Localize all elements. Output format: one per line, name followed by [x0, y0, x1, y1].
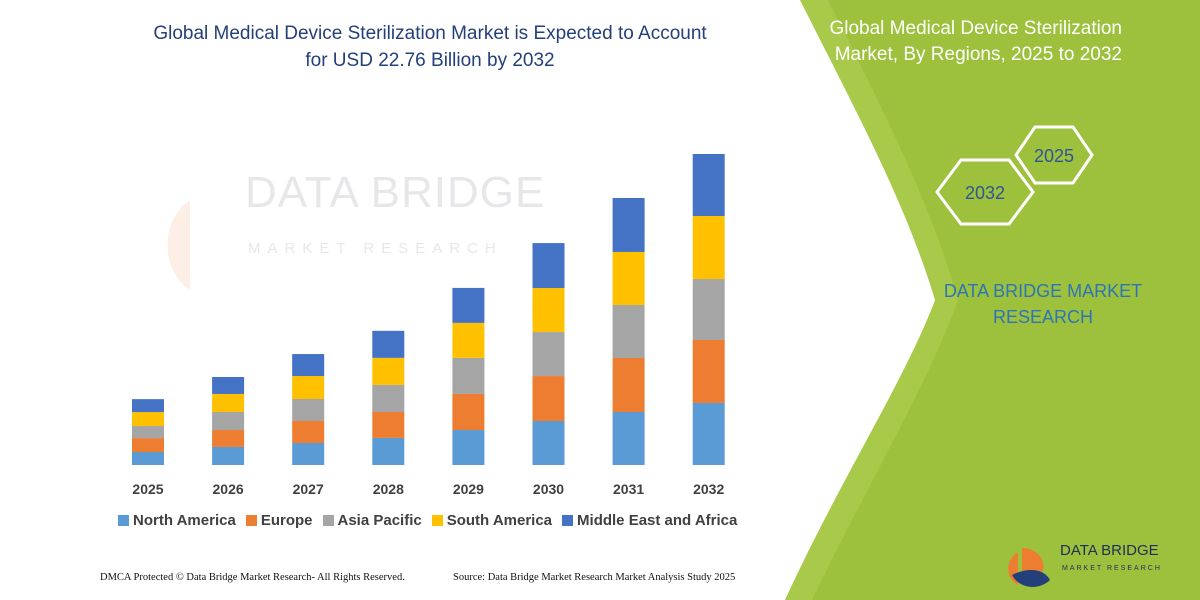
bar-segment [132, 426, 164, 439]
bar-segment [372, 357, 405, 385]
bar-segment [452, 393, 485, 431]
legend-label: Middle East and Africa [577, 512, 738, 529]
bar-segment [612, 197, 645, 252]
bar-segment [212, 411, 245, 431]
bar-segment [532, 288, 565, 333]
bar-segment [452, 322, 485, 358]
legend-label: Europe [260, 512, 313, 529]
bar-segment [372, 437, 405, 465]
bar-segment [292, 376, 325, 400]
watermark: MARKET RESEARCH [248, 240, 503, 257]
bar-segment [692, 216, 725, 280]
bar-segment [532, 243, 565, 289]
bar-segment [452, 287, 485, 323]
x-tick-label: 2027 [293, 481, 324, 497]
watermark: DATA BRIDGE [245, 168, 546, 217]
footer-text: Source: Data Bridge Market Research Mark… [453, 572, 736, 583]
panel-title: Global Medical Device Sterilization Mark… [829, 18, 1122, 65]
bar-segment [612, 411, 645, 465]
bar-segment [692, 154, 725, 217]
bar-segment [532, 421, 565, 465]
bar-segment [692, 279, 725, 340]
bar-segment [212, 430, 245, 447]
legend-swatch [431, 515, 443, 526]
green-panel-inner [812, 0, 1200, 600]
bar-segment [132, 412, 164, 427]
chart-title: Global Medical Device Sterilization Mark… [153, 23, 707, 71]
hexagon-label: 2025 [1034, 146, 1074, 166]
bar-segment [612, 358, 645, 412]
bar-segment [372, 330, 405, 358]
bar-segment [692, 402, 725, 465]
legend-swatch [118, 515, 129, 526]
bar-segment [452, 357, 485, 394]
legend-swatch [562, 515, 574, 526]
logo-name: DATA BRIDGE [1060, 542, 1159, 559]
x-tick-label: 2025 [132, 481, 163, 497]
logo-mark [1012, 569, 1050, 587]
legend-label: South America [446, 512, 553, 529]
x-tick-label: 2028 [373, 481, 404, 497]
bar-segment [532, 332, 565, 377]
footer-text: DMCA Protected © Data Bridge Market Rese… [100, 572, 405, 583]
bar-segment [292, 399, 325, 422]
bar-segment [692, 339, 725, 403]
hexagon [935, 158, 1035, 226]
legend-item: Middle East and Africa [562, 512, 737, 529]
x-tick-label: 2031 [613, 481, 644, 497]
logo-tagline: MARKET RESEARCH [1062, 565, 1162, 572]
legend-item: South America [431, 512, 553, 529]
hexagon [1014, 125, 1094, 185]
legend-label: Asia Pacific [337, 512, 422, 529]
bar-segment [212, 393, 245, 412]
bar-segment [292, 421, 325, 444]
x-tick-label: 2030 [533, 481, 564, 497]
x-tick-label: 2029 [453, 481, 484, 497]
bar-segment [532, 376, 565, 422]
bar-segment [612, 251, 645, 305]
x-tick-label: 2032 [693, 481, 724, 497]
bar-segment [132, 438, 164, 453]
legend-label: North America [133, 512, 236, 529]
bar-segment [292, 354, 325, 377]
watermark-logo [167, 155, 190, 290]
legend-swatch [245, 515, 257, 526]
bar-segment [372, 384, 405, 412]
brand: DATA BRIDGE MARKET RESEARCH [943, 281, 1143, 327]
bar-segment [612, 304, 645, 359]
legend-swatch [322, 515, 334, 526]
bar-segment [212, 377, 245, 394]
bar-segment [212, 446, 245, 465]
bar-segment [372, 411, 405, 438]
legend-item: Europe [245, 512, 313, 529]
legend-item: Asia Pacific [322, 512, 422, 529]
bar-segment [132, 399, 164, 413]
bar-segment [452, 430, 485, 465]
bar-segment [132, 452, 164, 465]
hexagon-label: 2032 [965, 183, 1005, 203]
bar-segment [292, 443, 325, 465]
x-tick-label: 2026 [213, 481, 244, 497]
legend: North America Europe Asia Pacific South Ame… [118, 512, 737, 529]
legend-item: North America [118, 512, 236, 529]
